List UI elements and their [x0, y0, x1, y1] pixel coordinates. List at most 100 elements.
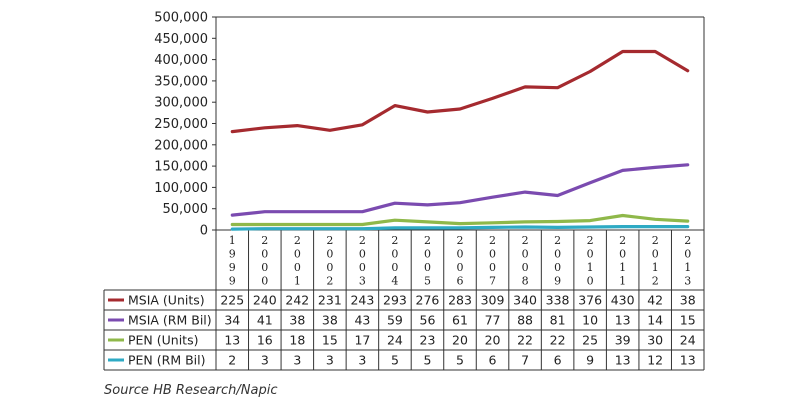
data-label: 10: [582, 313, 598, 328]
x-tick-label: 2: [652, 275, 659, 288]
data-label: 22: [550, 333, 566, 348]
x-tick-label: 3: [684, 275, 691, 288]
data-label: 13: [615, 313, 631, 328]
y-tick-label: 250,000: [154, 117, 208, 132]
data-label: 24: [680, 333, 696, 348]
data-label: 243: [350, 293, 374, 308]
x-tick-label: 2: [261, 234, 268, 247]
x-tick-label: 0: [587, 248, 594, 261]
x-tick-label: 6: [457, 275, 464, 288]
data-label: 43: [354, 313, 370, 328]
x-tick-label: 2: [326, 275, 333, 288]
x-tick-label: 0: [261, 275, 268, 288]
series-line-pen-rm-bil: [230, 225, 690, 231]
x-tick-label: 0: [619, 248, 626, 261]
y-tick-label: 350,000: [154, 74, 208, 89]
x-tick-label: 9: [229, 261, 236, 274]
data-label: 9: [586, 353, 594, 368]
data-label: 38: [680, 293, 696, 308]
x-tick-label: 2: [294, 234, 301, 247]
data-label: 16: [257, 333, 273, 348]
data-label: 34: [224, 313, 240, 328]
data-label: 81: [550, 313, 566, 328]
data-label: 88: [517, 313, 533, 328]
x-tick-label: 2: [489, 234, 496, 247]
data-label: 15: [322, 333, 338, 348]
data-label: 22: [517, 333, 533, 348]
data-label: 12: [647, 353, 663, 368]
x-tick-label: 2: [652, 234, 659, 247]
data-label: 231: [318, 293, 342, 308]
x-tick-label: 0: [554, 261, 561, 274]
y-tick-label: 50,000: [163, 202, 209, 217]
x-tick-label: 9: [229, 248, 236, 261]
data-label: 13: [680, 353, 696, 368]
x-tick-label: 1: [619, 261, 626, 274]
x-tick-label: 1: [684, 261, 691, 274]
x-tick-label: 0: [326, 248, 333, 261]
x-tick-label: 0: [391, 261, 398, 274]
x-tick-label: 0: [587, 275, 594, 288]
data-label: 61: [452, 313, 468, 328]
x-tick-label: 2: [684, 234, 691, 247]
data-label: 6: [554, 353, 562, 368]
data-label: 338: [546, 293, 570, 308]
x-tick-label: 0: [261, 248, 268, 261]
data-label: 3: [326, 353, 334, 368]
data-label: 20: [485, 333, 501, 348]
x-tick-label: 0: [294, 248, 301, 261]
data-label: 3: [261, 353, 269, 368]
x-tick-label: 0: [424, 248, 431, 261]
data-label: 39: [615, 333, 631, 348]
legend-label: PEN (RM Bil): [128, 353, 205, 368]
x-tick-label: 1: [294, 275, 301, 288]
x-tick-label: 0: [359, 248, 366, 261]
x-tick-label: 0: [261, 261, 268, 274]
x-tick-label: 2: [326, 234, 333, 247]
data-label: 30: [647, 333, 663, 348]
data-label: 5: [423, 353, 431, 368]
source-note: Source HB Research/Napic: [104, 383, 278, 398]
data-label: 59: [387, 313, 403, 328]
data-label: 25: [582, 333, 598, 348]
x-tick-label: 0: [326, 261, 333, 274]
x-tick-label: 0: [457, 248, 464, 261]
x-tick-label: 0: [554, 248, 561, 261]
data-label: 14: [647, 313, 663, 328]
data-label: 225: [220, 293, 244, 308]
x-tick-label: 2: [587, 234, 594, 247]
x-tick-label: 0: [489, 248, 496, 261]
y-tick-label: 0: [200, 224, 208, 239]
x-tick-label: 8: [522, 275, 529, 288]
data-label: 6: [489, 353, 497, 368]
data-label: 240: [253, 293, 277, 308]
x-tick-label: 0: [359, 261, 366, 274]
legend-label: MSIA (RM Bil): [128, 313, 212, 328]
data-label: 23: [420, 333, 436, 348]
x-tick-label: 0: [391, 248, 398, 261]
series-line-msia-rm-bil: [230, 163, 690, 217]
data-label: 293: [383, 293, 407, 308]
data-label: 283: [448, 293, 472, 308]
data-label: 376: [578, 293, 602, 308]
data-label: 340: [513, 293, 537, 308]
series-line-msia-units: [230, 49, 690, 134]
x-tick-label: 2: [457, 234, 464, 247]
x-tick-label: 2: [554, 234, 561, 247]
x-tick-label: 7: [489, 275, 496, 288]
x-tick-label: 1: [587, 261, 594, 274]
data-label: 17: [354, 333, 370, 348]
x-tick-label: 2: [619, 234, 626, 247]
data-label: 430: [611, 293, 635, 308]
data-label: 5: [391, 353, 399, 368]
data-label: 41: [257, 313, 273, 328]
series-line-pen-units: [230, 213, 690, 227]
legend-label: PEN (Units): [128, 333, 198, 348]
x-tick-label: 1: [619, 275, 626, 288]
data-label: 38: [322, 313, 338, 328]
data-label: 3: [358, 353, 366, 368]
data-label: 276: [416, 293, 440, 308]
data-label: 3: [293, 353, 301, 368]
data-label: 13: [224, 333, 240, 348]
